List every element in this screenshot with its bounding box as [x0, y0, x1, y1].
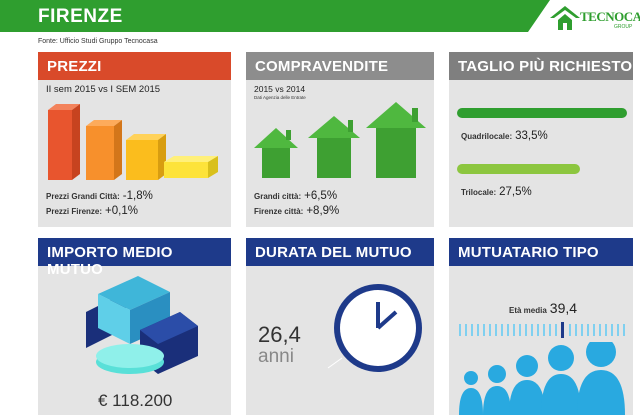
source-note: Fonte: Ufficio Studi Gruppo Tecnocasa — [38, 38, 158, 45]
taglio-row-trilocale: Trilocale: 27,5% — [461, 186, 532, 198]
logo-text: TECNOCASA — [580, 9, 640, 24]
importo-title: IMPORTO MEDIO MUTUO — [38, 238, 231, 278]
prezzi-title: PREZZI — [38, 52, 231, 80]
compravendite-note: Dati Agenzia delle Entrate — [254, 95, 306, 100]
header-bar — [0, 0, 550, 32]
age-scale-illustration — [459, 322, 625, 338]
mutuatario-panel: MUTUATARIO TIPO Età media 39,4 — [449, 238, 633, 415]
people-icon — [459, 342, 625, 415]
prezzi-row-grandi: Prezzi Grandi Città: -1,8% — [46, 190, 153, 202]
durata-unit: anni — [258, 346, 294, 367]
quadrilocale-bar — [457, 108, 627, 118]
compravendite-houses-illustration — [254, 102, 426, 178]
compravendite-title: COMPRAVENDITE — [246, 52, 434, 80]
prezzi-bars-illustration — [48, 104, 218, 180]
taglio-panel: TAGLIO PIÙ RICHIESTO Quadrilocale: 33,5% … — [449, 52, 633, 227]
compravendite-subtitle: 2015 vs 2014 — [254, 84, 306, 94]
page-title: FIRENZE — [38, 6, 123, 27]
importo-value: € 118.200 — [98, 391, 173, 410]
durata-panel: DURATA DEL MUTUO 26,4 anni — [246, 238, 434, 415]
prezzi-row-firenze: Prezzi Firenze: +0,1% — [46, 205, 138, 217]
importo-pie-illustration — [86, 276, 198, 374]
logo-subtext: GROUP — [614, 24, 633, 30]
durata-title: DURATA DEL MUTUO — [246, 238, 434, 266]
importo-panel: IMPORTO MEDIO MUTUO € 118.200 — [38, 238, 231, 415]
durata-value: 26,4 — [258, 322, 301, 347]
taglio-title: TAGLIO PIÙ RICHIESTO — [449, 52, 633, 80]
prezzi-subtitle: II sem 2015 vs I SEM 2015 — [46, 84, 161, 95]
mutuatario-eta: Età media 39,4 — [509, 300, 578, 316]
taglio-row-quadrilocale: Quadrilocale: 33,5% — [461, 130, 548, 142]
compravendite-row-grandi: Grandi città: +6,5% — [254, 190, 338, 202]
trilocale-bar — [457, 164, 580, 174]
compravendite-panel: COMPRAVENDITE 2015 vs 2014 Dati Agenzia … — [246, 52, 434, 227]
prezzi-panel: PREZZI II sem 2015 vs I SEM 2015 Prezzi … — [38, 52, 231, 227]
mutuatario-title: MUTUATARIO TIPO — [449, 238, 633, 266]
tecnocasa-logo — [550, 6, 580, 30]
compravendite-row-firenze: Firenze città: +8,9% — [254, 205, 340, 217]
clock-icon — [327, 284, 422, 372]
